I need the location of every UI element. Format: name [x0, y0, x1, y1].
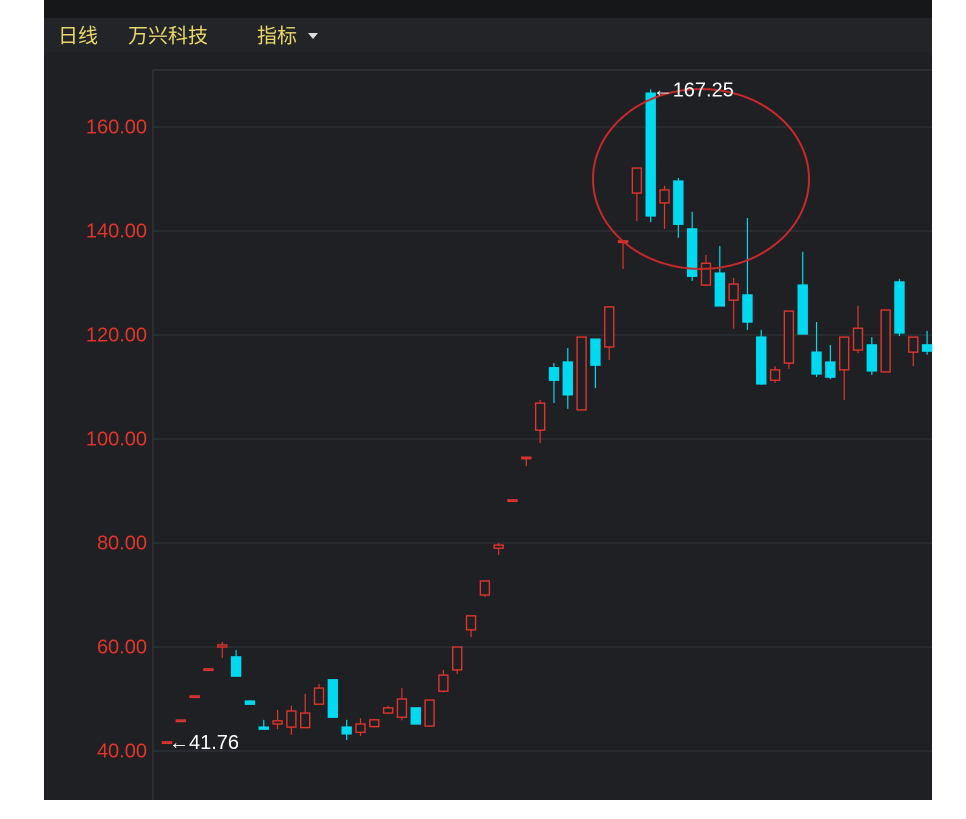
header-bar [44, 18, 932, 52]
y-tick-label: 80.00 [97, 532, 147, 554]
stock-name[interactable]: 万兴科技 [128, 24, 208, 47]
candle-body [548, 367, 560, 381]
candle-body [921, 344, 933, 352]
candle-body [369, 719, 380, 728]
candle-body [686, 228, 698, 277]
candle-body [700, 262, 712, 286]
y-tick-label: 60.00 [97, 636, 147, 658]
candle-body [286, 710, 297, 728]
dropdown-arrow [308, 33, 318, 39]
candle-body [244, 700, 256, 705]
candle-body [783, 310, 795, 364]
tab-strip [44, 0, 932, 18]
highlight-circle [592, 88, 810, 270]
y-tick-label: 140.00 [86, 220, 147, 242]
candle-body [728, 283, 739, 301]
y-tick-label: 40.00 [97, 740, 147, 762]
candle-body [534, 402, 546, 431]
price-annotation: ←41.76 [169, 732, 239, 754]
candle-body [908, 336, 919, 353]
price-annotation: ←167.25 [653, 80, 734, 102]
candle-body [272, 720, 283, 725]
candle-body [300, 712, 311, 729]
candle-body [479, 580, 491, 596]
indicator-menu[interactable]: 指标 [257, 24, 297, 47]
candle-body [189, 695, 200, 699]
candle-body [382, 707, 394, 714]
candle-body [217, 644, 228, 648]
candle-body [769, 369, 781, 381]
candle-body [465, 615, 477, 631]
candle-body [894, 281, 905, 334]
candle-body [645, 92, 656, 217]
candle-body [604, 306, 615, 348]
candle-body [576, 336, 587, 411]
candle-body [230, 656, 242, 677]
candle-body [797, 284, 808, 335]
candle-body [880, 309, 891, 373]
candle-body [493, 544, 504, 549]
candle-body [673, 180, 684, 225]
candle-body [659, 189, 670, 204]
candle-body [410, 707, 421, 725]
candle-body [756, 336, 767, 385]
candle-body [258, 726, 269, 730]
candle-body [714, 272, 725, 307]
y-tick-label: 160.00 [86, 116, 147, 138]
candle-body [507, 499, 518, 503]
candle-body [811, 351, 822, 375]
candle-body [590, 338, 601, 366]
candle-body [742, 294, 753, 323]
background [44, 0, 932, 800]
candle-body [341, 726, 352, 735]
candle-body [203, 668, 214, 672]
candle-body [313, 687, 325, 705]
y-tick-label: 120.00 [86, 324, 147, 346]
candle-body [355, 723, 366, 733]
candle-body [562, 361, 573, 396]
candle-body [521, 456, 532, 460]
candle-body [866, 344, 878, 372]
candle-body [452, 646, 463, 671]
candle-body [161, 741, 173, 745]
candle-body [438, 674, 449, 692]
candle-body [175, 719, 187, 723]
candle-body [852, 327, 864, 351]
candle-body [396, 698, 408, 718]
candle-body [838, 336, 850, 371]
period-label[interactable]: 日线 [58, 24, 98, 47]
candle-body [825, 361, 836, 378]
candle-body [424, 699, 435, 727]
candle-body [631, 167, 643, 194]
candle-body [327, 679, 339, 718]
y-tick-label: 100.00 [86, 428, 147, 450]
